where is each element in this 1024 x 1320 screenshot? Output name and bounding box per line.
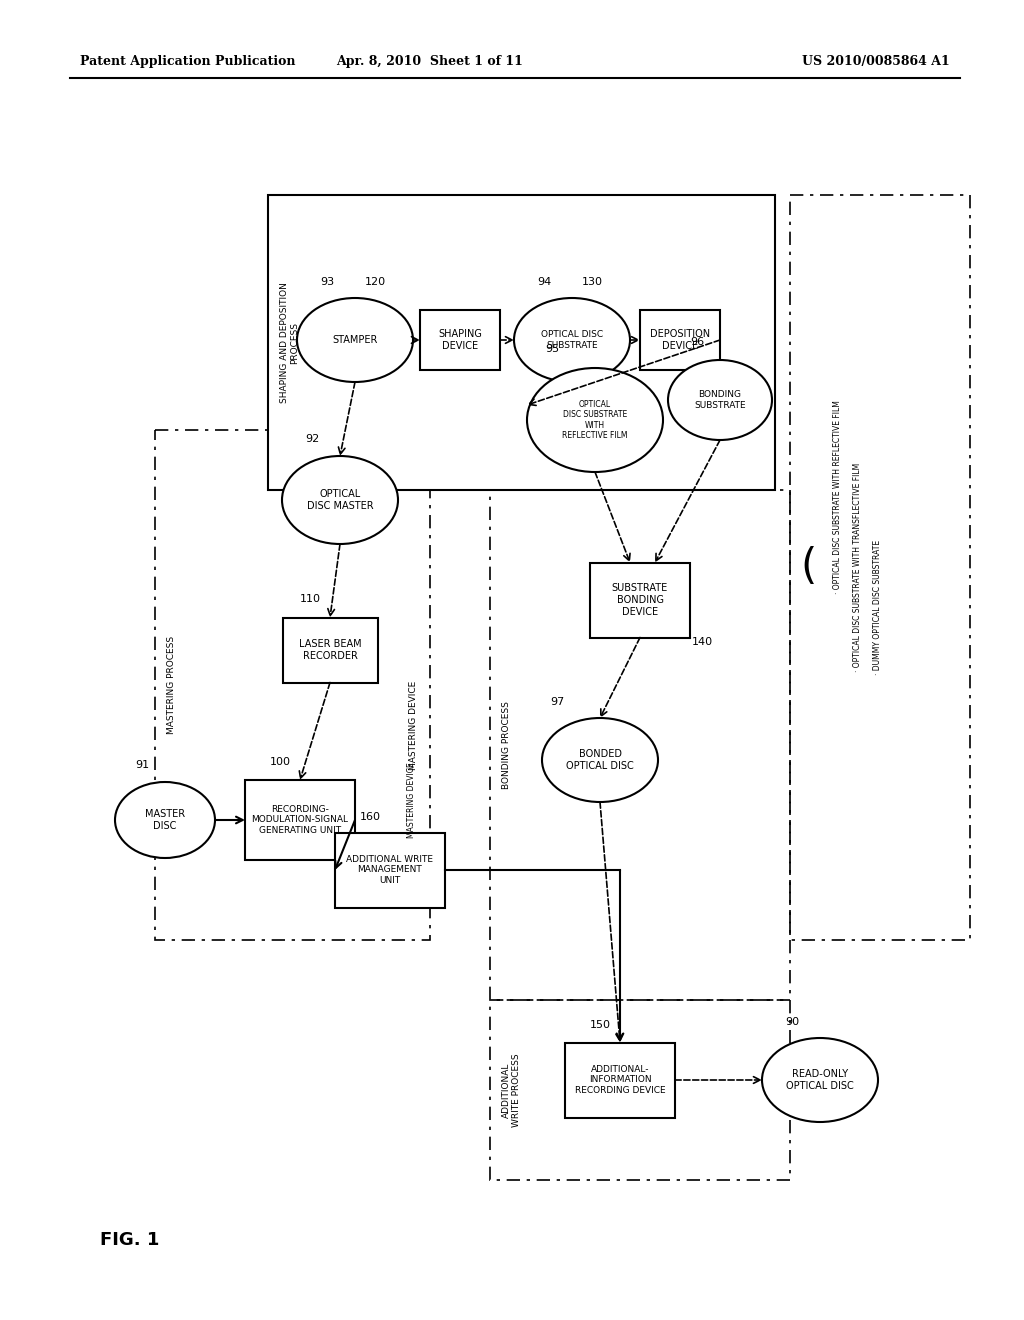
Text: OPTICAL
DISC MASTER: OPTICAL DISC MASTER	[306, 490, 374, 511]
Text: ADDITIONAL-
INFORMATION
RECORDING DEVICE: ADDITIONAL- INFORMATION RECORDING DEVICE	[574, 1065, 666, 1094]
Text: 120: 120	[365, 277, 386, 286]
Ellipse shape	[527, 368, 663, 473]
Bar	[590, 562, 690, 638]
Text: DEPOSITION
DEVICE: DEPOSITION DEVICE	[650, 329, 710, 351]
Bar	[790, 195, 970, 940]
Text: LASER BEAM
RECORDER: LASER BEAM RECORDER	[299, 639, 361, 661]
Text: 130: 130	[582, 277, 603, 286]
Ellipse shape	[115, 781, 215, 858]
Text: 140: 140	[692, 638, 713, 647]
Text: 95: 95	[545, 345, 559, 354]
Text: 97: 97	[550, 697, 564, 708]
Text: 92: 92	[305, 434, 319, 444]
Text: STAMPER: STAMPER	[333, 335, 378, 345]
Text: RECORDING-
MODULATION-SIGNAL
GENERATING UNIT: RECORDING- MODULATION-SIGNAL GENERATING …	[252, 805, 348, 836]
Text: 160: 160	[360, 812, 381, 822]
Bar	[490, 1001, 790, 1180]
Ellipse shape	[282, 455, 398, 544]
Text: 96: 96	[690, 337, 705, 347]
Text: OPTICAL
DISC SUBSTRATE
WITH
REFLECTIVE FILM: OPTICAL DISC SUBSTRATE WITH REFLECTIVE F…	[562, 400, 628, 440]
Text: SUBSTRATE
BONDING
DEVICE: SUBSTRATE BONDING DEVICE	[612, 583, 668, 616]
Ellipse shape	[542, 718, 658, 803]
Text: 91: 91	[135, 760, 150, 770]
Text: BONDING PROCESS: BONDING PROCESS	[502, 701, 511, 789]
Ellipse shape	[297, 298, 413, 381]
Text: (: (	[800, 546, 816, 589]
Text: 93: 93	[319, 277, 334, 286]
Text: SHAPING
DEVICE: SHAPING DEVICE	[438, 329, 482, 351]
Bar	[640, 310, 720, 370]
Bar	[565, 1043, 675, 1118]
Text: ADDITIONAL
WRITE PROCESS: ADDITIONAL WRITE PROCESS	[502, 1053, 521, 1127]
Text: 94: 94	[537, 277, 551, 286]
Bar	[335, 833, 445, 908]
Text: 110: 110	[300, 594, 321, 605]
Text: FIG. 1: FIG. 1	[100, 1232, 160, 1249]
Text: · OPTICAL DISC SUBSTRATE WITH TRANSFLECTIVE FILM: · OPTICAL DISC SUBSTRATE WITH TRANSFLECT…	[853, 463, 862, 672]
Text: US 2010/0085864 A1: US 2010/0085864 A1	[802, 55, 950, 69]
Ellipse shape	[668, 360, 772, 440]
Text: · OPTICAL DISC SUBSTRATE WITH REFLECTIVE FILM: · OPTICAL DISC SUBSTRATE WITH REFLECTIVE…	[834, 400, 843, 594]
Bar	[490, 490, 790, 1001]
Text: MASTERING PROCESS: MASTERING PROCESS	[167, 636, 176, 734]
Text: MASTER
DISC: MASTER DISC	[145, 809, 185, 830]
Text: ADDITIONAL WRITE
MANAGEMENT
UNIT: ADDITIONAL WRITE MANAGEMENT UNIT	[346, 855, 433, 884]
Text: BONDING
SUBSTRATE: BONDING SUBSTRATE	[694, 391, 745, 409]
Bar	[245, 780, 355, 861]
Text: MASTERING DEVICE: MASTERING DEVICE	[407, 762, 416, 838]
Text: OPTICAL DISC
SUBSTRATE: OPTICAL DISC SUBSTRATE	[541, 330, 603, 350]
Text: SHAPING AND DEPOSITION
PROCESS: SHAPING AND DEPOSITION PROCESS	[280, 282, 299, 403]
Text: MASTERING DEVICE: MASTERING DEVICE	[409, 680, 418, 770]
Bar	[155, 430, 430, 940]
Text: READ-ONLY
OPTICAL DISC: READ-ONLY OPTICAL DISC	[786, 1069, 854, 1090]
Bar	[268, 195, 775, 490]
Text: Apr. 8, 2010  Sheet 1 of 11: Apr. 8, 2010 Sheet 1 of 11	[337, 55, 523, 69]
Text: · DUMMY OPTICAL DISC SUBSTRATE: · DUMMY OPTICAL DISC SUBSTRATE	[873, 540, 883, 675]
Text: 100: 100	[270, 756, 291, 767]
Ellipse shape	[762, 1038, 878, 1122]
Text: Patent Application Publication: Patent Application Publication	[80, 55, 296, 69]
Ellipse shape	[514, 298, 630, 381]
Bar	[283, 618, 378, 682]
Text: BONDED
OPTICAL DISC: BONDED OPTICAL DISC	[566, 750, 634, 771]
Text: 150: 150	[590, 1020, 611, 1030]
Bar	[420, 310, 500, 370]
Text: 90: 90	[785, 1016, 799, 1027]
